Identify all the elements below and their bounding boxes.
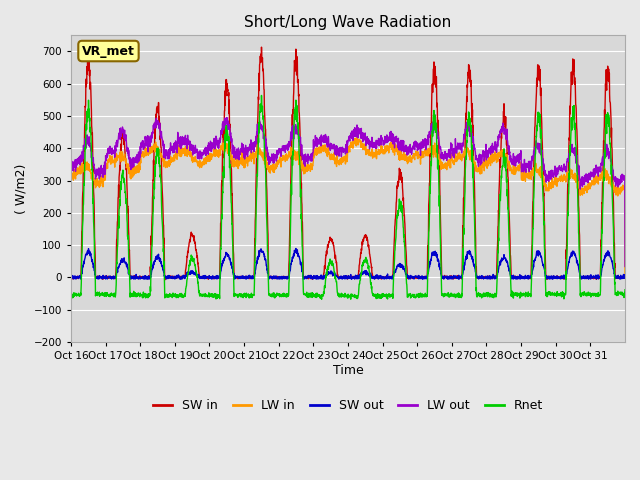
SW in (258, 44, 266, 50)
LW out (122, 138, 130, 144)
Rnet (621, 287, 629, 293)
SW in (515, 275, 523, 281)
LW out (431, 112, 438, 118)
LW out (67, 162, 75, 168)
SW out (67, 276, 75, 282)
SW in (243, 275, 250, 281)
SW in (67, 275, 75, 280)
LW out (547, 172, 554, 178)
Rnet (547, 292, 554, 298)
LW in (353, 134, 361, 140)
SW out (515, 275, 523, 280)
Legend: SW in, LW in, SW out, LW out, Rnet: SW in, LW in, SW out, LW out, Rnet (148, 394, 548, 417)
SW in (621, 275, 629, 281)
SW out (242, 274, 250, 279)
LW out (621, 264, 629, 269)
LW out (614, 180, 621, 185)
Rnet (382, 293, 390, 299)
Line: LW in: LW in (71, 137, 625, 277)
SW in (614, 275, 621, 280)
Rnet (318, 296, 326, 302)
SW in (382, 274, 390, 280)
SW out (292, 246, 300, 252)
Rnet (258, 93, 266, 98)
Rnet (614, 290, 621, 296)
SW in (161, 277, 168, 283)
SW out (614, 275, 621, 281)
Title: Short/Long Wave Radiation: Short/Long Wave Radiation (244, 15, 452, 30)
Line: SW in: SW in (71, 47, 625, 280)
LW in (67, 172, 75, 178)
LW in (614, 190, 621, 195)
Rnet (515, 290, 523, 296)
Y-axis label: ( W/m2): ( W/m2) (15, 163, 28, 214)
LW out (242, 150, 250, 156)
Line: LW out: LW out (71, 115, 625, 266)
Rnet (242, 292, 250, 298)
LW in (515, 168, 523, 174)
LW in (547, 180, 554, 186)
LW in (242, 157, 250, 163)
Line: SW out: SW out (71, 249, 625, 279)
SW out (547, 276, 554, 281)
X-axis label: Time: Time (333, 364, 364, 377)
Line: Rnet: Rnet (71, 96, 625, 299)
SW out (621, 275, 629, 281)
SW out (381, 275, 389, 281)
LW in (122, 159, 130, 165)
Rnet (67, 290, 75, 296)
LW out (381, 139, 389, 145)
LW in (381, 145, 389, 151)
SW in (547, 275, 554, 281)
Rnet (122, 201, 130, 207)
Text: VR_met: VR_met (82, 45, 135, 58)
SW in (122, 167, 130, 173)
SW out (122, 262, 130, 267)
LW in (621, 275, 629, 280)
LW out (515, 160, 523, 166)
